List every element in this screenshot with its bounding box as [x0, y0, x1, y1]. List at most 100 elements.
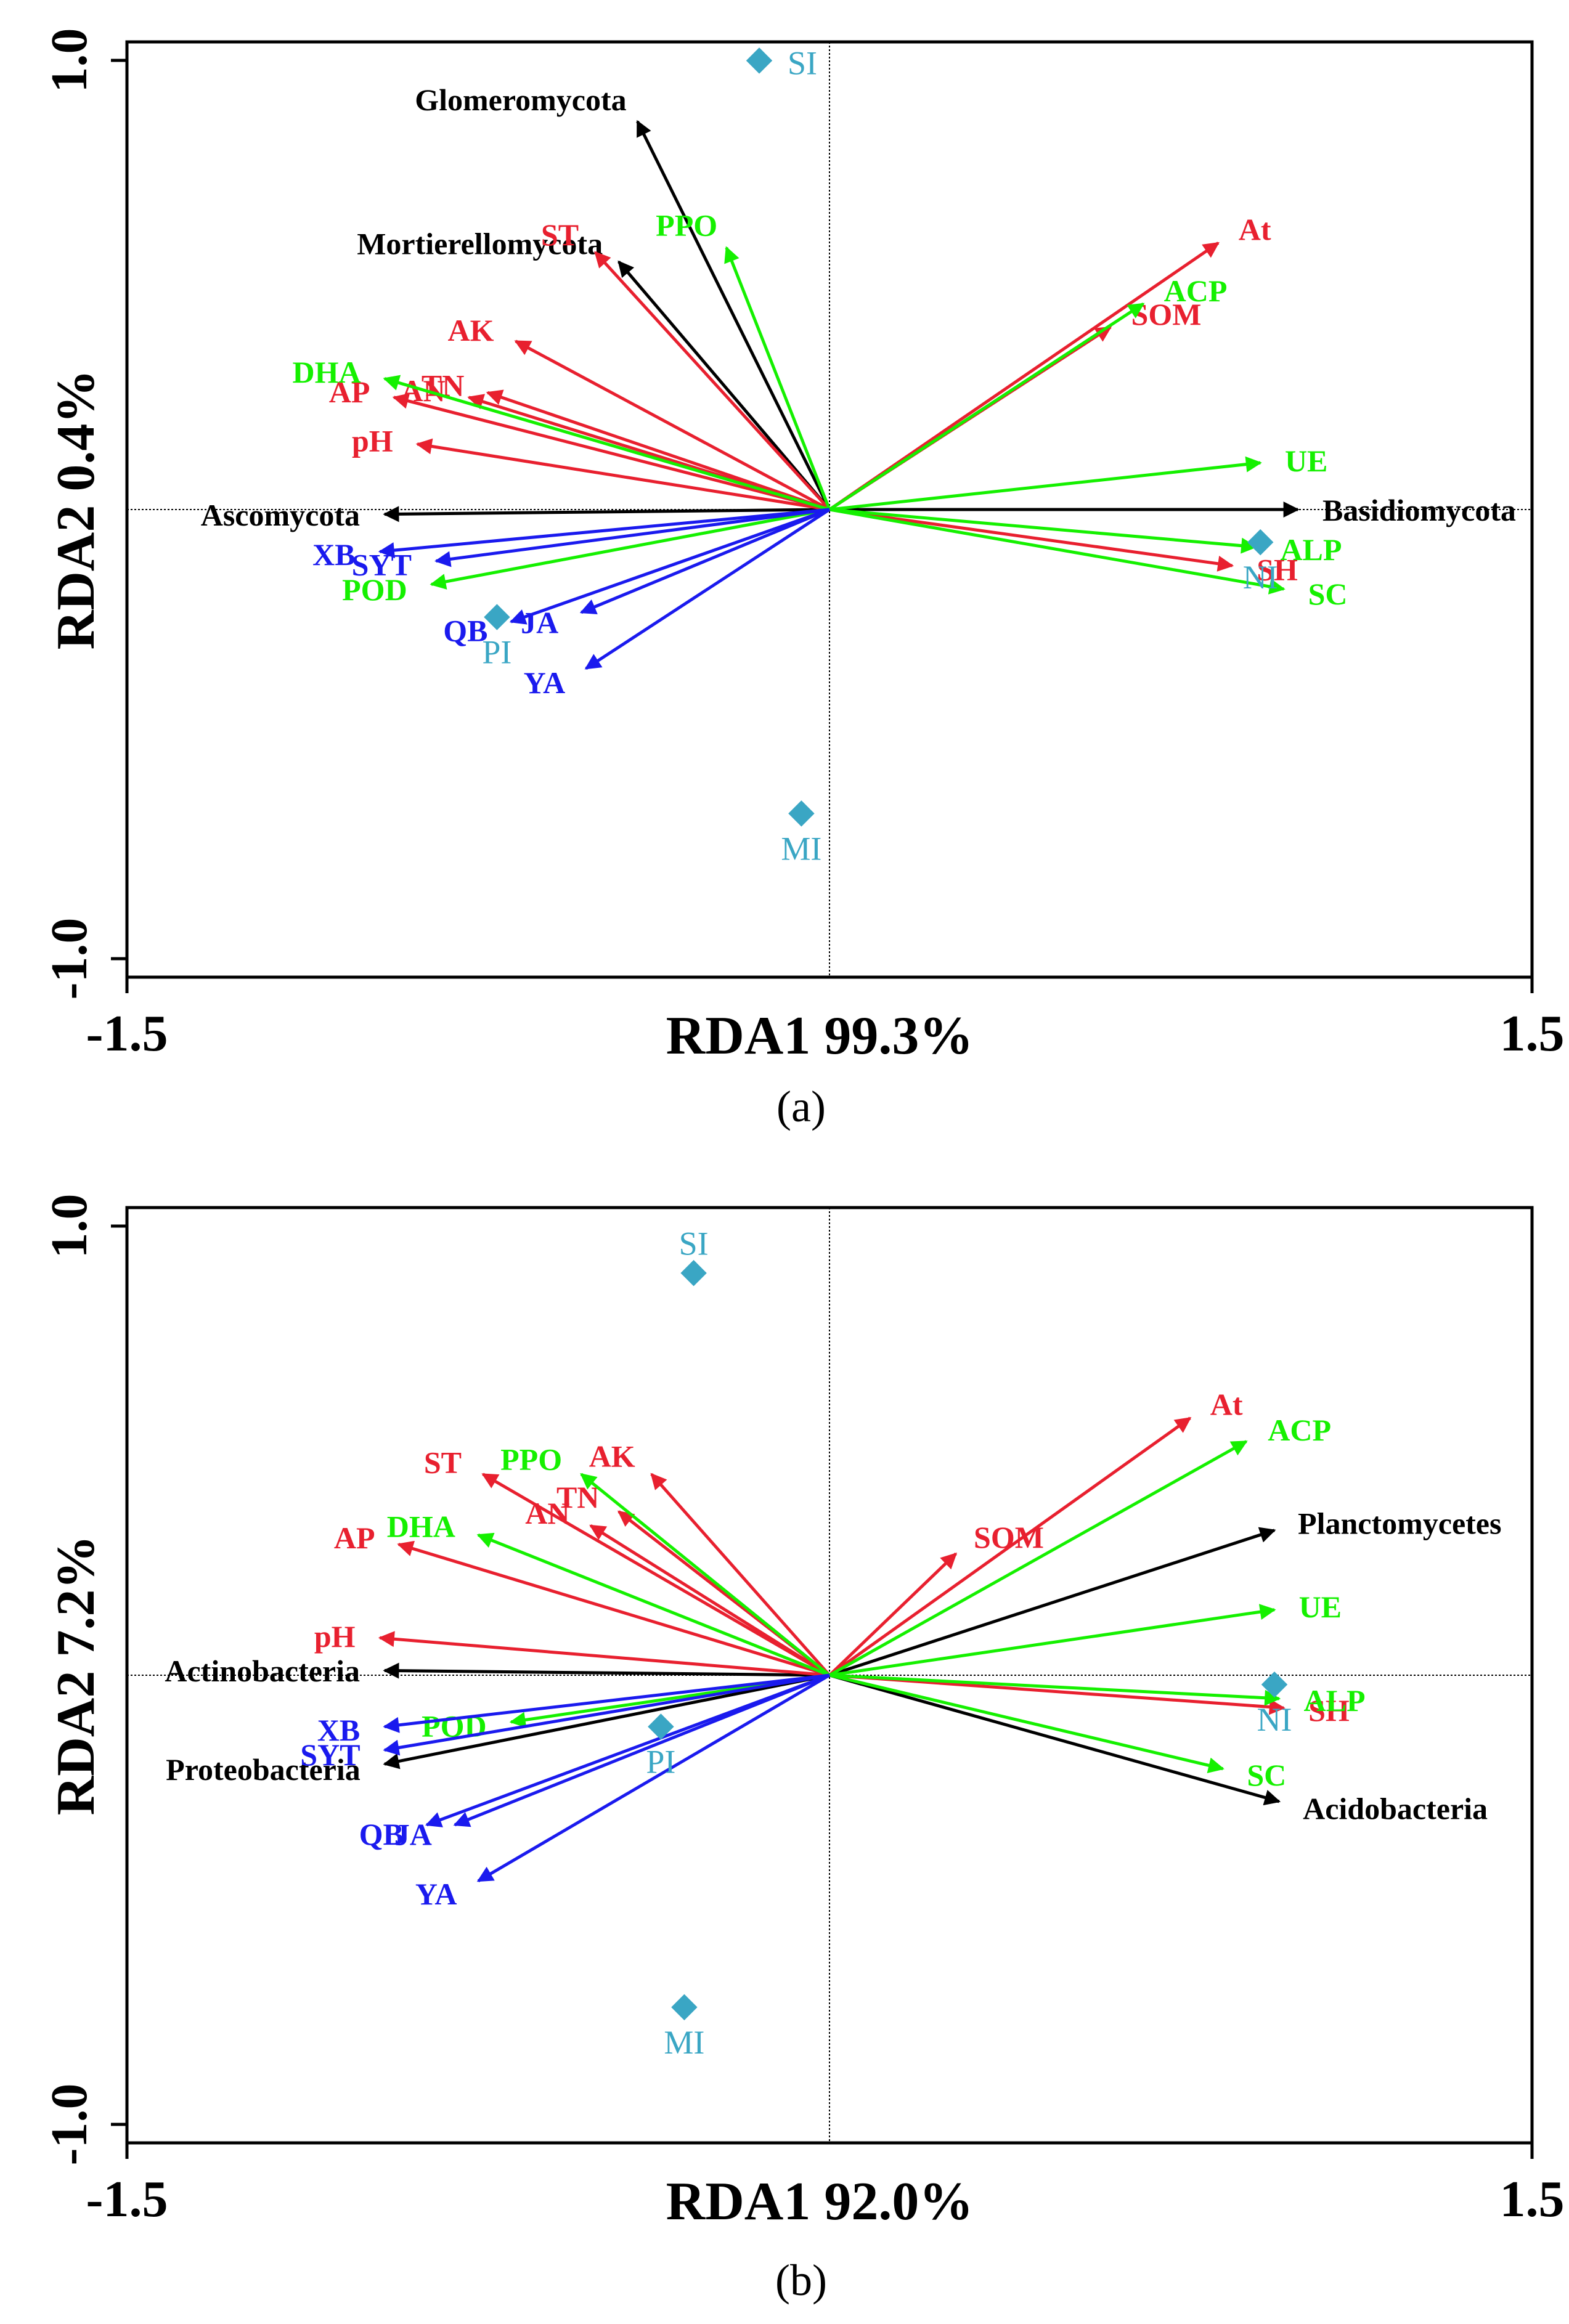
vector-label-alp: ALP: [1280, 532, 1342, 567]
panel-tag: (b): [775, 2256, 827, 2305]
vector-label-ppo: PPO: [500, 1442, 562, 1476]
vector-ya: [584, 508, 831, 670]
vector-syt: [383, 1673, 830, 1756]
vector-label-ap: AP: [334, 1521, 375, 1555]
vector-label-som: SOM: [974, 1520, 1044, 1554]
vector-proteobacteria: [383, 1673, 830, 1769]
vector-ue: [829, 456, 1262, 511]
site-label-si: SI: [788, 44, 817, 81]
vector-layer: Glomeromycota Mortierellomycota Ascomycota…: [201, 83, 1516, 700]
vector-ya: [476, 1673, 831, 1883]
vector-mortierellomycota: [617, 260, 831, 511]
site-marker-si: [746, 47, 773, 74]
vector-ue: [829, 1604, 1276, 1677]
x-tick-label-min: -1.5: [86, 2171, 168, 2228]
y-tick-label-min: -1.0: [41, 2084, 98, 2166]
y-axis-label: RDA2 7.2%: [46, 1535, 106, 1816]
vector-layer: Planctomycetes Actinobacteria Proteobacter…: [165, 1387, 1501, 1911]
vector-label-xb: XB: [317, 1713, 360, 1747]
site-label-si: SI: [679, 1225, 709, 1262]
site-label-pi: PI: [646, 1743, 675, 1780]
panel-a: -1.5 1.5 1.0 -1.0 RDA1 99.3% RDA2 0.4% (…: [41, 28, 1565, 1132]
vector-label-dha: DHA: [387, 1509, 455, 1543]
x-tick-label-max: 1.5: [1500, 1005, 1565, 1062]
vector-label-ue: UE: [1299, 1590, 1342, 1624]
vector-st: [594, 251, 831, 511]
vector-label-syt: SYT: [300, 1737, 360, 1772]
vector-tn: [486, 389, 830, 511]
vector-ja: [453, 1673, 830, 1827]
vector-ascomycota: [383, 506, 830, 522]
vector-label-at: At: [1239, 213, 1271, 247]
vector-sc: [829, 508, 1286, 595]
vector-label-qb: QB: [359, 1817, 404, 1851]
y-axis-label: RDA2 0.4%: [46, 370, 106, 650]
vector-ja: [579, 508, 830, 615]
vector-syt: [434, 508, 830, 567]
site-marker-mi: [788, 800, 815, 827]
x-tick-label-max: 1.5: [1500, 2171, 1565, 2228]
vector-label-acidobacteria: Acidobacteria: [1303, 1792, 1488, 1826]
vector-label-xb: XB: [312, 537, 355, 572]
vector-label-dha: DHA: [293, 355, 361, 389]
site-label-mi: MI: [664, 2024, 704, 2061]
vector-label-alp: ALP: [1304, 1683, 1366, 1718]
vector-label-ya: YA: [524, 665, 566, 700]
vector-label-acp: ACP: [1164, 274, 1228, 308]
vector-label-at: At: [1210, 1387, 1243, 1421]
site-layer: SI NI PI MI: [646, 1225, 1292, 2061]
vector-label-sh: SH: [1308, 1693, 1350, 1728]
vector-label-ph: pH: [352, 423, 393, 458]
vector-label-ue: UE: [1285, 444, 1327, 478]
vector-label-ap: AP: [329, 375, 370, 409]
panel-b: -1.5 1.5 1.0 -1.0 RDA1 92.0% RDA2 7.2% (…: [41, 1194, 1565, 2306]
vector-st: [481, 1473, 831, 1677]
site-label-ni: NI: [1257, 1701, 1292, 1738]
vector-label-an: AN: [525, 1496, 569, 1530]
vector-acp: [828, 302, 1145, 511]
axis-ticks: [111, 1224, 1534, 2159]
vector-planctomycetes: [829, 1527, 1276, 1677]
vector-acp: [828, 1440, 1248, 1677]
vector-label-glomeromycota: Glomeromycota: [415, 83, 626, 117]
vector-sh: [829, 508, 1234, 572]
vector-xb: [378, 508, 830, 559]
vector-label-ja: JA: [394, 1818, 432, 1852]
axis-ticks: [111, 59, 1534, 993]
site-marker-ni: [1247, 529, 1274, 556]
vector-label-ak: AK: [448, 313, 494, 347]
vector-label-ascomycota: Ascomycota: [201, 498, 360, 532]
vector-label-sc: SC: [1308, 577, 1348, 611]
vector-actinobacteria: [383, 1662, 830, 1679]
vector-sc: [829, 1673, 1225, 1774]
vector-xb: [383, 1673, 830, 1733]
vector-at: [828, 1416, 1192, 1677]
site-marker-pi: [484, 604, 510, 630]
vector-label-ya: YA: [415, 1877, 457, 1911]
vector-label-ja: JA: [521, 605, 558, 640]
site-marker-si: [680, 1260, 707, 1286]
site-layer: SI NI PI MI: [482, 44, 1278, 867]
y-tick-label-max: 1.0: [41, 28, 98, 93]
site-marker-ni: [1261, 1671, 1288, 1698]
vector-ak: [514, 339, 831, 511]
panel-tag: (a): [776, 1082, 826, 1131]
vector-label-ppo: PPO: [656, 208, 717, 243]
vector-som: [828, 1552, 958, 1676]
vector-ap: [397, 1540, 830, 1677]
y-tick-label-max: 1.0: [41, 1194, 98, 1259]
vector-qb: [425, 1673, 830, 1827]
x-tick-label-min: -1.5: [86, 1005, 168, 1062]
vector-label-acp: ACP: [1268, 1413, 1331, 1447]
vector-pod: [430, 508, 830, 590]
vector-label-basidiomycota: Basidiomycota: [1322, 493, 1516, 527]
vector-label-planctomycetes: Planctomycetes: [1298, 1506, 1501, 1540]
vector-ppo: [724, 246, 831, 510]
site-marker-mi: [671, 1994, 698, 2021]
vector-at: [828, 242, 1220, 511]
vector-ph: [415, 438, 830, 511]
vector-label-mortierellomycota: Mortierellomycota: [357, 226, 603, 261]
site-label-mi: MI: [781, 830, 821, 867]
vector-ak: [650, 1473, 831, 1676]
